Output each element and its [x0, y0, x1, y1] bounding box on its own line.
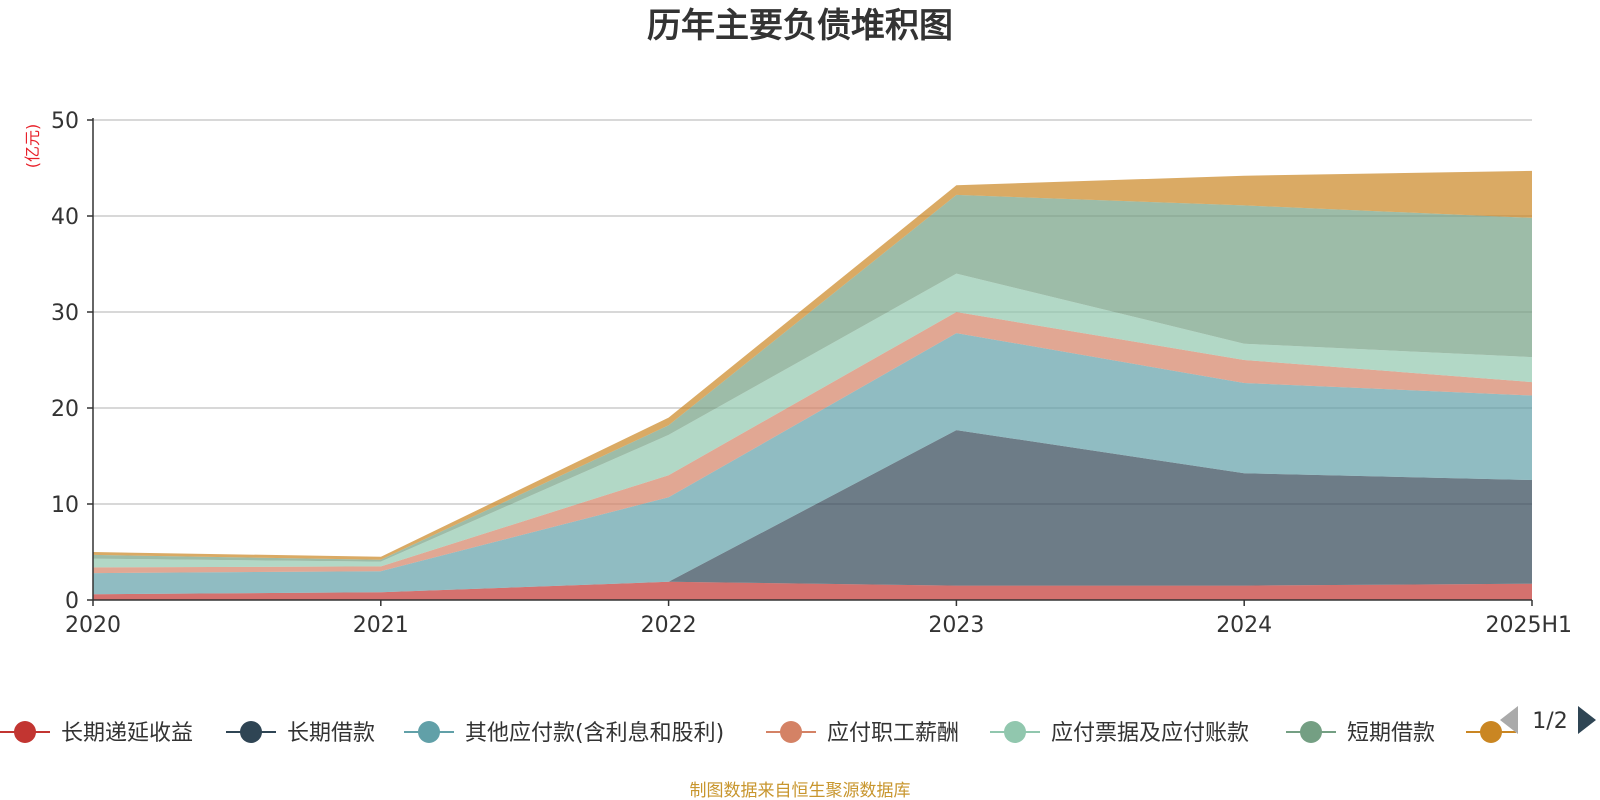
legend-item-5[interactable]: 短期借款: [1286, 721, 1435, 746]
x-tick-label: 2020: [65, 613, 121, 638]
axes: 0 10 20 30 40 50 2020 2021 2022 2023 2024 2025H1: [51, 109, 1572, 638]
y-tick-label: 10: [51, 493, 79, 518]
legend-label: 长期递延收益: [61, 721, 193, 746]
y-tick-label: 40: [51, 205, 79, 230]
x-tick-label: 2023: [928, 613, 984, 638]
legend-item-6[interactable]: [1466, 721, 1516, 743]
area-series-0: [93, 581, 1532, 600]
area-series-2: [93, 333, 1532, 595]
legend-label: 应付票据及应付账款: [1051, 721, 1249, 746]
x-tick-label: 2025H1: [1485, 613, 1572, 638]
legend-marker-icon: [1300, 721, 1322, 743]
legend: 长期递延收益 长期借款 其他应付款(含利息和股利) 应付职工薪酬 应付票据及应付账款 短期…: [0, 721, 1516, 746]
y-tick-label: 30: [51, 301, 79, 326]
legend-item-4[interactable]: 应付票据及应付账款: [990, 721, 1249, 746]
x-tick-label: 2024: [1216, 613, 1272, 638]
legend-marker-icon: [1004, 721, 1026, 743]
legend-prev-page-icon[interactable]: [1500, 706, 1518, 734]
area-series: [93, 170, 1532, 600]
y-axis-unit-label: (亿元): [23, 124, 42, 169]
y-tick-label: 20: [51, 397, 79, 422]
legend-label: 短期借款: [1347, 721, 1435, 746]
legend-marker-icon: [240, 721, 262, 743]
legend-page-indicator: 1/2: [1532, 709, 1567, 734]
legend-label: 应付职工薪酬: [827, 721, 959, 746]
legend-item-2[interactable]: 其他应付款(含利息和股利): [404, 721, 724, 746]
y-tick-label: 50: [51, 109, 79, 134]
chart-title: 历年主要负债堆积图: [647, 6, 953, 46]
source-note: 制图数据来自恒生聚源数据库: [690, 781, 911, 800]
legend-marker-icon: [1480, 721, 1502, 743]
legend-item-1[interactable]: 长期借款: [226, 721, 375, 746]
legend-label: 其他应付款(含利息和股利): [465, 721, 724, 746]
area-series-6: [93, 170, 1532, 560]
legend-pager: 1/2: [1500, 706, 1596, 734]
area-series-1: [93, 430, 1532, 595]
legend-marker-icon: [780, 721, 802, 743]
x-tick-label: 2021: [353, 613, 409, 638]
legend-marker-icon: [418, 721, 440, 743]
area-series-4: [93, 273, 1532, 568]
legend-label: 长期借款: [287, 721, 375, 746]
legend-item-3[interactable]: 应付职工薪酬: [766, 721, 959, 746]
legend-next-page-icon[interactable]: [1578, 706, 1596, 734]
x-tick-label: 2022: [641, 613, 697, 638]
legend-marker-icon: [14, 721, 36, 743]
y-tick-label: 0: [65, 589, 79, 614]
area-series-5: [93, 194, 1532, 562]
legend-item-0[interactable]: 长期递延收益: [0, 721, 193, 746]
